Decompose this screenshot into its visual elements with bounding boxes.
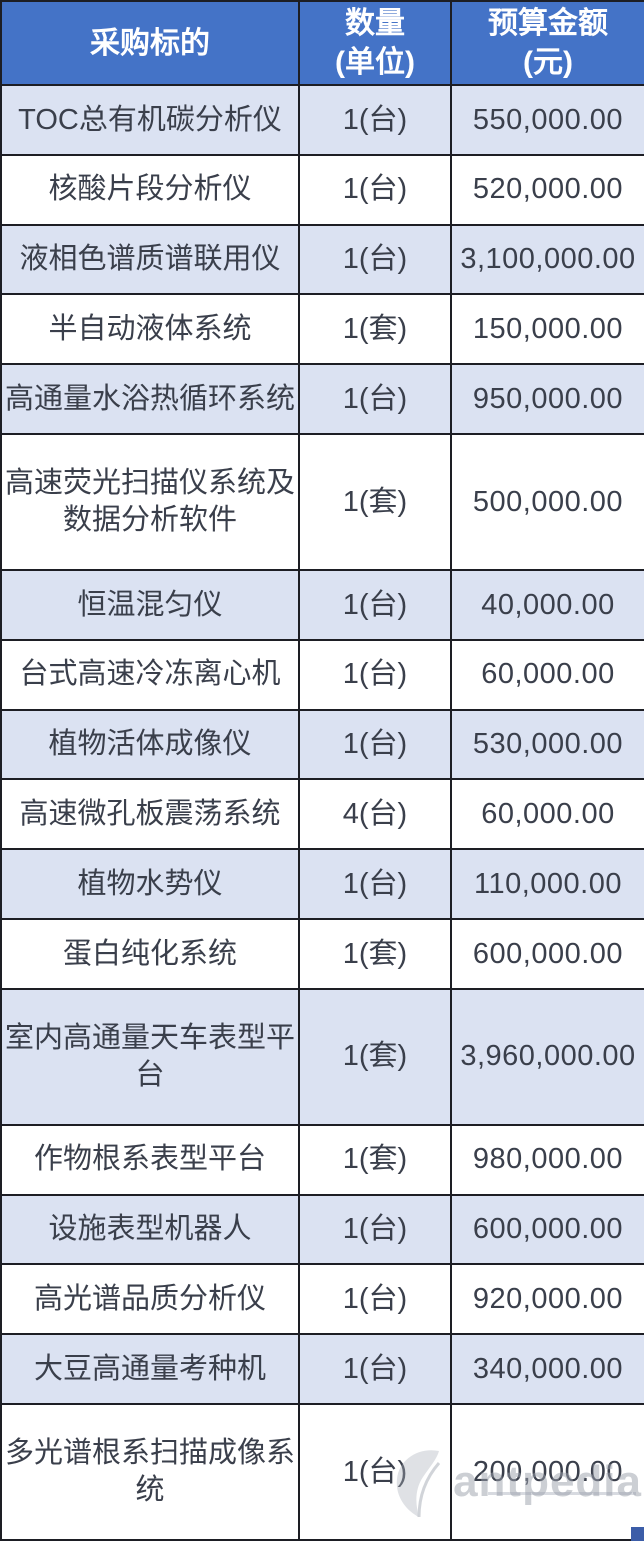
item-cell: 高通量水浴热循环系统 (0, 363, 300, 435)
budget-cell: 3,960,000.00 (450, 987, 644, 1126)
table-body: TOC总有机碳分析仪 1(台) 550,000.00 核酸片段分析仪 1(台) … (0, 84, 644, 1541)
quantity-cell: 1(台) (298, 568, 452, 641)
item-cell: 恒温混匀仪 (0, 568, 300, 641)
table-row: 设施表型机器人 1(台) 600,000.00 (0, 1193, 644, 1266)
item-cell: 核酸片段分析仪 (0, 153, 300, 226)
budget-cell: 920,000.00 (450, 1263, 644, 1336)
item-cell: 大豆高通量考种机 (0, 1333, 300, 1405)
quantity-cell: 1(套) (298, 987, 452, 1126)
quantity-cell: 1(台) (298, 848, 452, 920)
budget-cell: 550,000.00 (450, 84, 644, 156)
quantity-cell: 1(台) (298, 363, 452, 435)
budget-cell: 500,000.00 (450, 432, 644, 571)
table-row: 台式高速冷冻离心机 1(台) 60,000.00 (0, 638, 644, 711)
item-cell: 蛋白纯化系统 (0, 917, 300, 990)
table-row: 高速微孔板震荡系统 4(台) 60,000.00 (0, 778, 644, 851)
item-cell: 植物活体成像仪 (0, 708, 300, 781)
quantity-cell: 4(台) (298, 778, 452, 851)
column-header-item-label: 采购标的 (90, 26, 210, 60)
table-row: 高速荧光扫描仪系统及数据分析软件 1(套) 500,000.00 (0, 432, 644, 571)
table-row: 高光谱品质分析仪 1(台) 920,000.00 (0, 1263, 644, 1336)
header-row: 采购标的 数量 (单位) 预算金额 (元) (0, 0, 644, 86)
budget-cell: 110,000.00 (450, 848, 644, 920)
column-header-budget: 预算金额 (元) (450, 0, 644, 86)
quantity-cell: 1(台) (298, 1333, 452, 1405)
budget-cell: 600,000.00 (450, 917, 644, 990)
budget-cell: 340,000.00 (450, 1333, 644, 1405)
budget-cell: 600,000.00 (450, 1193, 644, 1266)
item-cell: 高光谱品质分析仪 (0, 1263, 300, 1336)
table-row: 作物根系表型平台 1(套) 980,000.00 (0, 1123, 644, 1196)
table-row: 液相色谱质谱联用仪 1(台) 3,100,000.00 (0, 223, 644, 296)
quantity-cell: 1(套) (298, 432, 452, 571)
column-header-quantity: 数量 (单位) (298, 0, 452, 86)
quantity-cell: 1(台) (298, 1263, 452, 1336)
quantity-cell: 1(台) (298, 1193, 452, 1266)
budget-cell: 150,000.00 (450, 293, 644, 366)
table-row: 植物水势仪 1(台) 110,000.00 (0, 848, 644, 920)
table-row: 植物活体成像仪 1(台) 530,000.00 (0, 708, 644, 781)
table-row: TOC总有机碳分析仪 1(台) 550,000.00 (0, 84, 644, 156)
quantity-cell: 1(台) (298, 223, 452, 296)
table-row: 半自动液体系统 1(套) 150,000.00 (0, 293, 644, 366)
table-row: 多光谱根系扫描成像系统 1(台) 200,000.00 (0, 1402, 644, 1541)
table-row: 室内高通量天车表型平台 1(套) 3,960,000.00 (0, 987, 644, 1126)
budget-cell: 200,000.00 (450, 1402, 644, 1541)
item-cell: 植物水势仪 (0, 848, 300, 920)
budget-cell: 60,000.00 (450, 778, 644, 851)
table-row: 大豆高通量考种机 1(台) 340,000.00 (0, 1333, 644, 1405)
quantity-cell: 1(台) (298, 638, 452, 711)
item-cell: TOC总有机碳分析仪 (0, 84, 300, 156)
table-header: 采购标的 数量 (单位) 预算金额 (元) (0, 0, 644, 86)
table-row: 恒温混匀仪 1(台) 40,000.00 (0, 568, 644, 641)
budget-cell: 530,000.00 (450, 708, 644, 781)
item-cell: 多光谱根系扫描成像系统 (0, 1402, 300, 1541)
quantity-cell: 1(套) (298, 1123, 452, 1196)
budget-cell: 950,000.00 (450, 363, 644, 435)
item-cell: 高速荧光扫描仪系统及数据分析软件 (0, 432, 300, 571)
table-row: 核酸片段分析仪 1(台) 520,000.00 (0, 153, 644, 226)
item-cell: 台式高速冷冻离心机 (0, 638, 300, 711)
quantity-cell: 1(台) (298, 84, 452, 156)
budget-cell: 60,000.00 (450, 638, 644, 711)
quantity-cell: 1(台) (298, 708, 452, 781)
item-cell: 高速微孔板震荡系统 (0, 778, 300, 851)
corner-mark (631, 1527, 644, 1541)
item-cell: 液相色谱质谱联用仪 (0, 223, 300, 296)
table-row: 蛋白纯化系统 1(套) 600,000.00 (0, 917, 644, 990)
budget-cell: 980,000.00 (450, 1123, 644, 1196)
budget-cell: 3,100,000.00 (450, 223, 644, 296)
budget-cell: 40,000.00 (450, 568, 644, 641)
quantity-cell: 1(套) (298, 917, 452, 990)
quantity-cell: 1(套) (298, 293, 452, 366)
budget-cell: 520,000.00 (450, 153, 644, 226)
table-row: 高通量水浴热循环系统 1(台) 950,000.00 (0, 363, 644, 435)
quantity-cell: 1(台) (298, 153, 452, 226)
column-header-item: 采购标的 (0, 0, 300, 86)
item-cell: 设施表型机器人 (0, 1193, 300, 1266)
item-cell: 室内高通量天车表型平台 (0, 987, 300, 1126)
item-cell: 半自动液体系统 (0, 293, 300, 366)
item-cell: 作物根系表型平台 (0, 1123, 300, 1196)
quantity-cell: 1(台) (298, 1402, 452, 1541)
